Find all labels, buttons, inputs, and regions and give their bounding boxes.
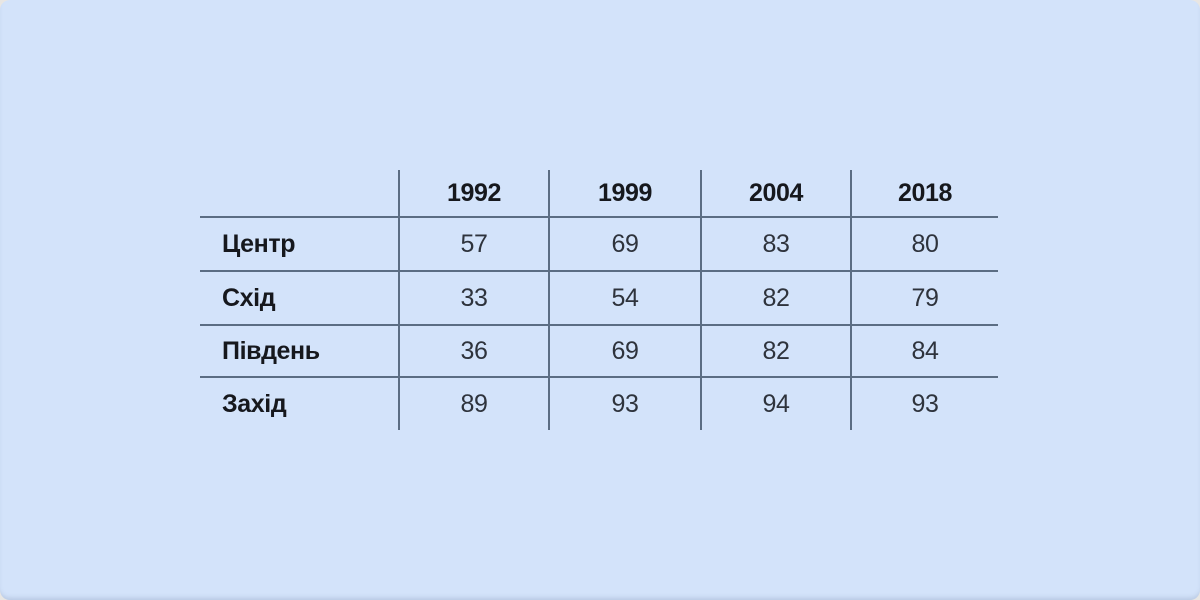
table-cell: 69 [548, 326, 700, 378]
regions-by-year-table: 1992 1999 2004 2018 Центр 57 69 83 80 Сх… [200, 170, 998, 430]
table-cell: 33 [398, 272, 548, 326]
table-cell: 57 [398, 218, 548, 272]
table-cell: 54 [548, 272, 700, 326]
column-header-1992: 1992 [398, 170, 548, 218]
table-cell: 79 [850, 272, 998, 326]
table-corner-cell [200, 170, 398, 218]
table-cell: 93 [850, 378, 998, 430]
table-cell: 82 [700, 272, 850, 326]
table-cell: 69 [548, 218, 700, 272]
row-label-skhid: Схід [200, 272, 398, 326]
column-header-2004: 2004 [700, 170, 850, 218]
column-header-1999: 1999 [548, 170, 700, 218]
row-label-pivden: Південь [200, 326, 398, 378]
table-cell: 89 [398, 378, 548, 430]
table-cell: 36 [398, 326, 548, 378]
table-cell: 80 [850, 218, 998, 272]
row-label-tsentr: Центр [200, 218, 398, 272]
table-cell: 84 [850, 326, 998, 378]
row-label-zakhid: Захід [222, 389, 287, 418]
table-cell: 93 [548, 378, 700, 430]
table-cell: 83 [700, 218, 850, 272]
column-header-2018: 2018 [850, 170, 998, 218]
table-cell: 82 [700, 326, 850, 378]
table-cell: 94 [700, 378, 850, 430]
